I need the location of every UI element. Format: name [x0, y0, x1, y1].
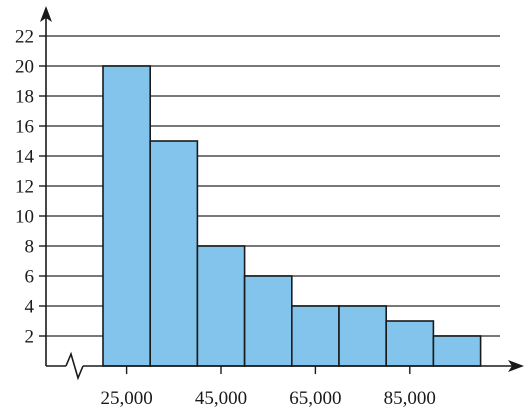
histogram-bar	[243, 275, 293, 367]
x-axis-break-mark	[65, 351, 84, 381]
y-tick-label: 20	[15, 57, 34, 78]
y-tick-label: 2	[25, 327, 35, 348]
axes	[40, 6, 524, 381]
x-tick-label: 25,000	[100, 388, 152, 409]
y-tick-label: 14	[15, 147, 35, 168]
x-tick-label: 85,000	[384, 388, 436, 409]
x-axis-arrow	[508, 360, 524, 372]
y-tick-label: 10	[15, 207, 34, 228]
y-tick-label: 6	[25, 267, 35, 288]
x-tick-label: 45,000	[195, 388, 247, 409]
y-axis-arrow	[40, 6, 52, 22]
histogram-bar	[338, 305, 388, 367]
y-tick-label: 18	[15, 87, 34, 108]
y-tick-label: 8	[25, 237, 35, 258]
y-tick-label: 12	[15, 177, 34, 198]
x-tick-label: 65,000	[289, 388, 341, 409]
x-axis-ticks: 25,000 45,000 65,000 85,000	[100, 366, 436, 409]
y-axis-ticks: 2 4 6 8 10 12 14 16 18 20 22	[15, 27, 46, 348]
histogram-bars	[102, 65, 482, 367]
y-tick-label: 22	[15, 27, 34, 48]
histogram-bar	[432, 335, 482, 367]
y-tick-label: 16	[15, 117, 34, 138]
histogram-bar	[196, 245, 246, 367]
y-tick-label: 4	[25, 297, 35, 318]
histogram-bar	[290, 305, 340, 367]
histogram-bar	[385, 320, 435, 367]
histogram-bar	[102, 65, 152, 367]
histogram-bar	[149, 140, 199, 367]
